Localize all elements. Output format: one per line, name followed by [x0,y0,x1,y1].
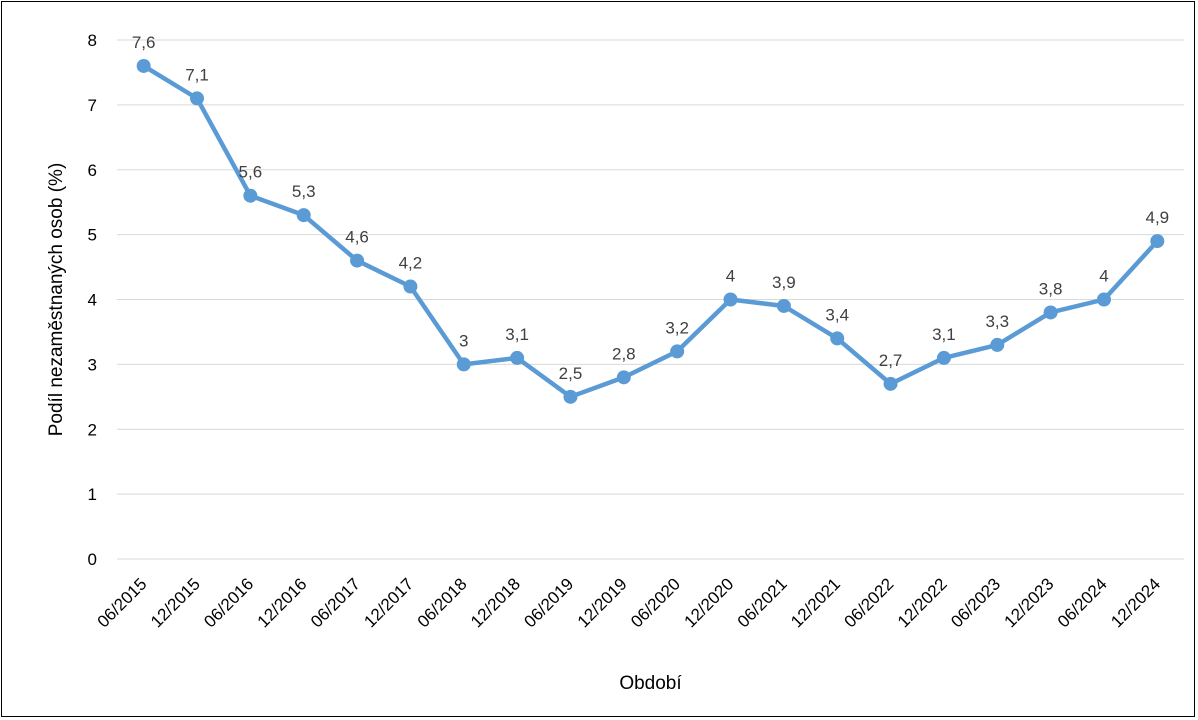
y-axis-tick-labels: 0 1 2 3 4 5 6 7 8 [88,31,97,569]
data-point [243,188,258,203]
gridlines [117,39,1184,560]
data-point [190,91,205,106]
data-point [136,58,151,73]
data-labels: 7,6 7,1 5,6 5,3 4,6 4,2 3 3,1 2,5 2,8 3,2 4 3,9 3,4 2,… [132,33,1169,383]
y-axis-title: Podíl nezaměstnaných osob (%) [46,163,67,437]
y-tick-label: 7 [88,96,97,115]
data-label: 3,4 [825,305,849,324]
x-tick-label: 12/2020 [680,574,737,631]
data-label: 7,6 [132,33,156,52]
x-tick-label: 06/2016 [200,574,257,631]
series-group [136,58,1165,404]
data-point [510,350,525,365]
y-tick-label: 4 [88,291,97,310]
data-point [616,370,631,385]
x-axis-title: Období [619,673,682,694]
x-tick-label: 12/2017 [360,574,417,631]
series-line [141,63,1160,400]
data-label: 4,2 [399,254,423,273]
data-label: 3,2 [665,318,689,337]
x-tick-label: 12/2024 [1107,574,1164,631]
data-point [1150,234,1165,249]
data-point [403,279,418,294]
x-tick-label: 06/2019 [520,574,577,631]
data-label: 3,9 [772,273,796,292]
x-tick-label: 06/2021 [734,574,791,631]
data-label: 4,6 [345,228,369,247]
data-point [1096,292,1111,307]
y-tick-label: 2 [88,420,97,439]
x-tick-label: 12/2019 [574,574,631,631]
data-point [776,298,791,313]
x-tick-label: 12/2023 [1001,574,1058,631]
x-tick-label: 06/2018 [414,574,471,631]
data-point [296,208,311,223]
data-label: 4,9 [1146,208,1170,227]
data-label: 5,3 [292,182,316,201]
data-label: 7,1 [185,65,209,84]
data-point [1043,305,1058,320]
x-axis-tick-labels: 06/201512/201506/201612/201606/201712/20… [94,574,1165,631]
data-label: 3,3 [985,312,1009,331]
x-tick-label: 12/2015 [147,574,204,631]
data-point [936,350,951,365]
data-point [670,344,685,359]
data-point [723,292,738,307]
data-label: 3,8 [1039,279,1063,298]
data-label: 3,1 [505,325,529,344]
x-tick-label: 06/2024 [1054,574,1111,631]
data-label: 4 [1099,267,1108,286]
y-tick-label: 5 [88,226,97,245]
data-label: 2,7 [879,351,903,370]
x-tick-label: 06/2023 [947,574,1004,631]
data-point [456,357,471,372]
x-tick-label: 06/2020 [627,574,684,631]
y-tick-label: 3 [88,355,97,374]
data-label: 2,8 [612,344,636,363]
x-tick-label: 06/2022 [841,574,898,631]
x-tick-label: 06/2015 [94,574,151,631]
data-label: 5,6 [239,163,263,182]
data-point [563,389,578,404]
y-tick-label: 0 [88,550,97,569]
y-tick-label: 1 [88,485,97,504]
data-point [990,337,1005,352]
x-tick-label: 12/2022 [894,574,951,631]
y-tick-label: 8 [88,31,97,50]
y-tick-label: 6 [88,161,97,180]
data-label: 2,5 [559,364,583,383]
data-point [350,253,365,268]
data-label: 4 [726,267,735,286]
data-label: 3 [459,331,468,350]
data-point [883,376,898,391]
x-tick-label: 12/2021 [787,574,844,631]
data-label: 3,1 [932,325,956,344]
data-point [830,331,845,346]
x-tick-label: 12/2016 [254,574,311,631]
x-tick-label: 06/2017 [307,574,364,631]
x-tick-label: 12/2018 [467,574,524,631]
